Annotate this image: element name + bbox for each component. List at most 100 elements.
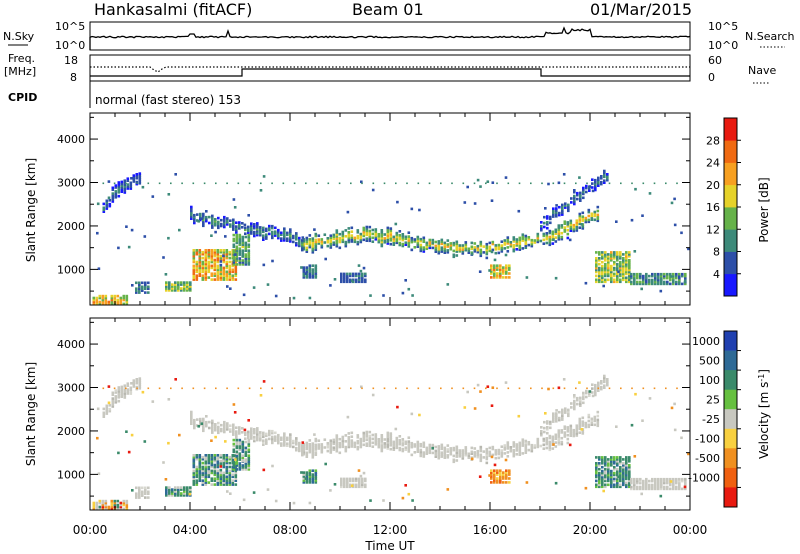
power-cell xyxy=(610,268,613,272)
velocity-cell xyxy=(411,499,414,502)
power-cell xyxy=(250,232,253,235)
velocity-cell xyxy=(561,418,564,421)
power-cell xyxy=(508,272,511,275)
velocity-cell xyxy=(473,451,477,454)
velocity-cell xyxy=(138,387,142,390)
power-cell xyxy=(167,193,171,196)
velocity-cell xyxy=(105,404,109,408)
velocity-cell xyxy=(192,463,196,467)
power-cell xyxy=(616,251,619,254)
power-cell xyxy=(241,254,244,258)
velocity-cell xyxy=(595,469,598,473)
nsky-trace xyxy=(89,26,691,50)
velocity-cell xyxy=(190,420,193,423)
power-cell xyxy=(198,254,202,258)
power-cell xyxy=(238,259,242,262)
velocity-colorbar-label: 500 xyxy=(699,354,720,367)
velocity-cell xyxy=(617,475,620,479)
power-cell xyxy=(357,264,361,267)
velocity-cell xyxy=(499,481,502,484)
velocity-cell xyxy=(616,467,619,471)
velocity-cell xyxy=(443,450,447,454)
power-cell xyxy=(539,239,543,243)
power-cell xyxy=(220,222,223,226)
velocity-cell xyxy=(123,390,127,393)
power-cell xyxy=(122,298,126,302)
velocity-cell xyxy=(544,412,547,415)
velocity-cell xyxy=(235,452,239,455)
velocity-cell xyxy=(598,462,601,465)
velocity-cell xyxy=(177,492,180,495)
velocity-cell xyxy=(207,475,211,479)
velocity-3000km-dot xyxy=(181,387,183,390)
velocity-cell xyxy=(506,443,510,446)
velocity-cell xyxy=(202,425,205,429)
power-cell xyxy=(485,250,489,254)
velocity-cell xyxy=(302,450,306,454)
velocity-cell xyxy=(238,452,242,455)
velocity-3000km-dot xyxy=(552,387,555,390)
power-cell xyxy=(389,227,393,230)
power-cell xyxy=(216,272,220,275)
power-cell xyxy=(546,217,549,220)
power-cell xyxy=(625,266,628,270)
power-cell xyxy=(210,266,214,270)
velocity-cell xyxy=(216,477,220,480)
velocity-cell xyxy=(630,485,633,489)
power-cell xyxy=(228,268,232,272)
velocity-3000km-dot xyxy=(125,387,127,390)
velocity-cell xyxy=(132,379,136,382)
power-cell xyxy=(362,234,366,238)
velocity-cell xyxy=(536,437,540,441)
power-cell xyxy=(192,270,196,274)
velocity-cell xyxy=(464,448,468,451)
velocity-cell xyxy=(452,446,456,450)
velocity-cell xyxy=(410,445,414,449)
velocity-cell xyxy=(625,471,628,475)
velocity-cell xyxy=(422,441,426,445)
velocity-3000km-dot xyxy=(620,387,622,390)
power-cell xyxy=(198,268,202,272)
velocity-cell xyxy=(610,464,613,467)
velocity-cell xyxy=(524,449,528,453)
velocity-cell xyxy=(247,440,251,444)
velocity-cell xyxy=(234,465,238,469)
power-cell xyxy=(499,272,502,275)
power-cell xyxy=(440,248,444,251)
power-cell xyxy=(219,254,223,258)
power-cell xyxy=(211,218,214,222)
velocity-cell xyxy=(195,467,199,471)
power-cell xyxy=(672,274,675,278)
power-cell xyxy=(127,245,131,249)
power-3000km-dot xyxy=(192,182,195,185)
velocity-cell xyxy=(220,427,223,431)
power-cell xyxy=(193,217,196,221)
velocity-cell xyxy=(493,473,496,476)
velocity-cell xyxy=(238,440,242,444)
velocity-cell xyxy=(314,481,318,484)
power-cell xyxy=(398,237,402,241)
velocity-cell xyxy=(205,422,208,426)
power-cell xyxy=(567,205,570,209)
power-cell xyxy=(509,244,513,248)
velocity-cell xyxy=(610,471,613,475)
power-cell xyxy=(561,213,564,216)
velocity-cell xyxy=(349,485,352,489)
power-cell xyxy=(625,264,628,268)
power-cell xyxy=(201,274,205,277)
power-cell xyxy=(96,202,100,206)
power-cell xyxy=(607,253,610,256)
velocity-cell xyxy=(588,390,592,393)
velocity-cell xyxy=(548,434,552,438)
power-cell xyxy=(425,245,429,249)
power-cell xyxy=(320,242,324,245)
velocity-cell xyxy=(355,477,358,481)
velocity-cell xyxy=(606,381,609,385)
power-cell xyxy=(238,227,241,230)
power-cell xyxy=(575,229,579,232)
velocity-3000km-dot xyxy=(383,387,386,390)
velocity-cell xyxy=(666,477,669,481)
velocity-cell xyxy=(317,439,321,442)
power-cell xyxy=(311,237,315,240)
power-cell xyxy=(238,225,241,228)
